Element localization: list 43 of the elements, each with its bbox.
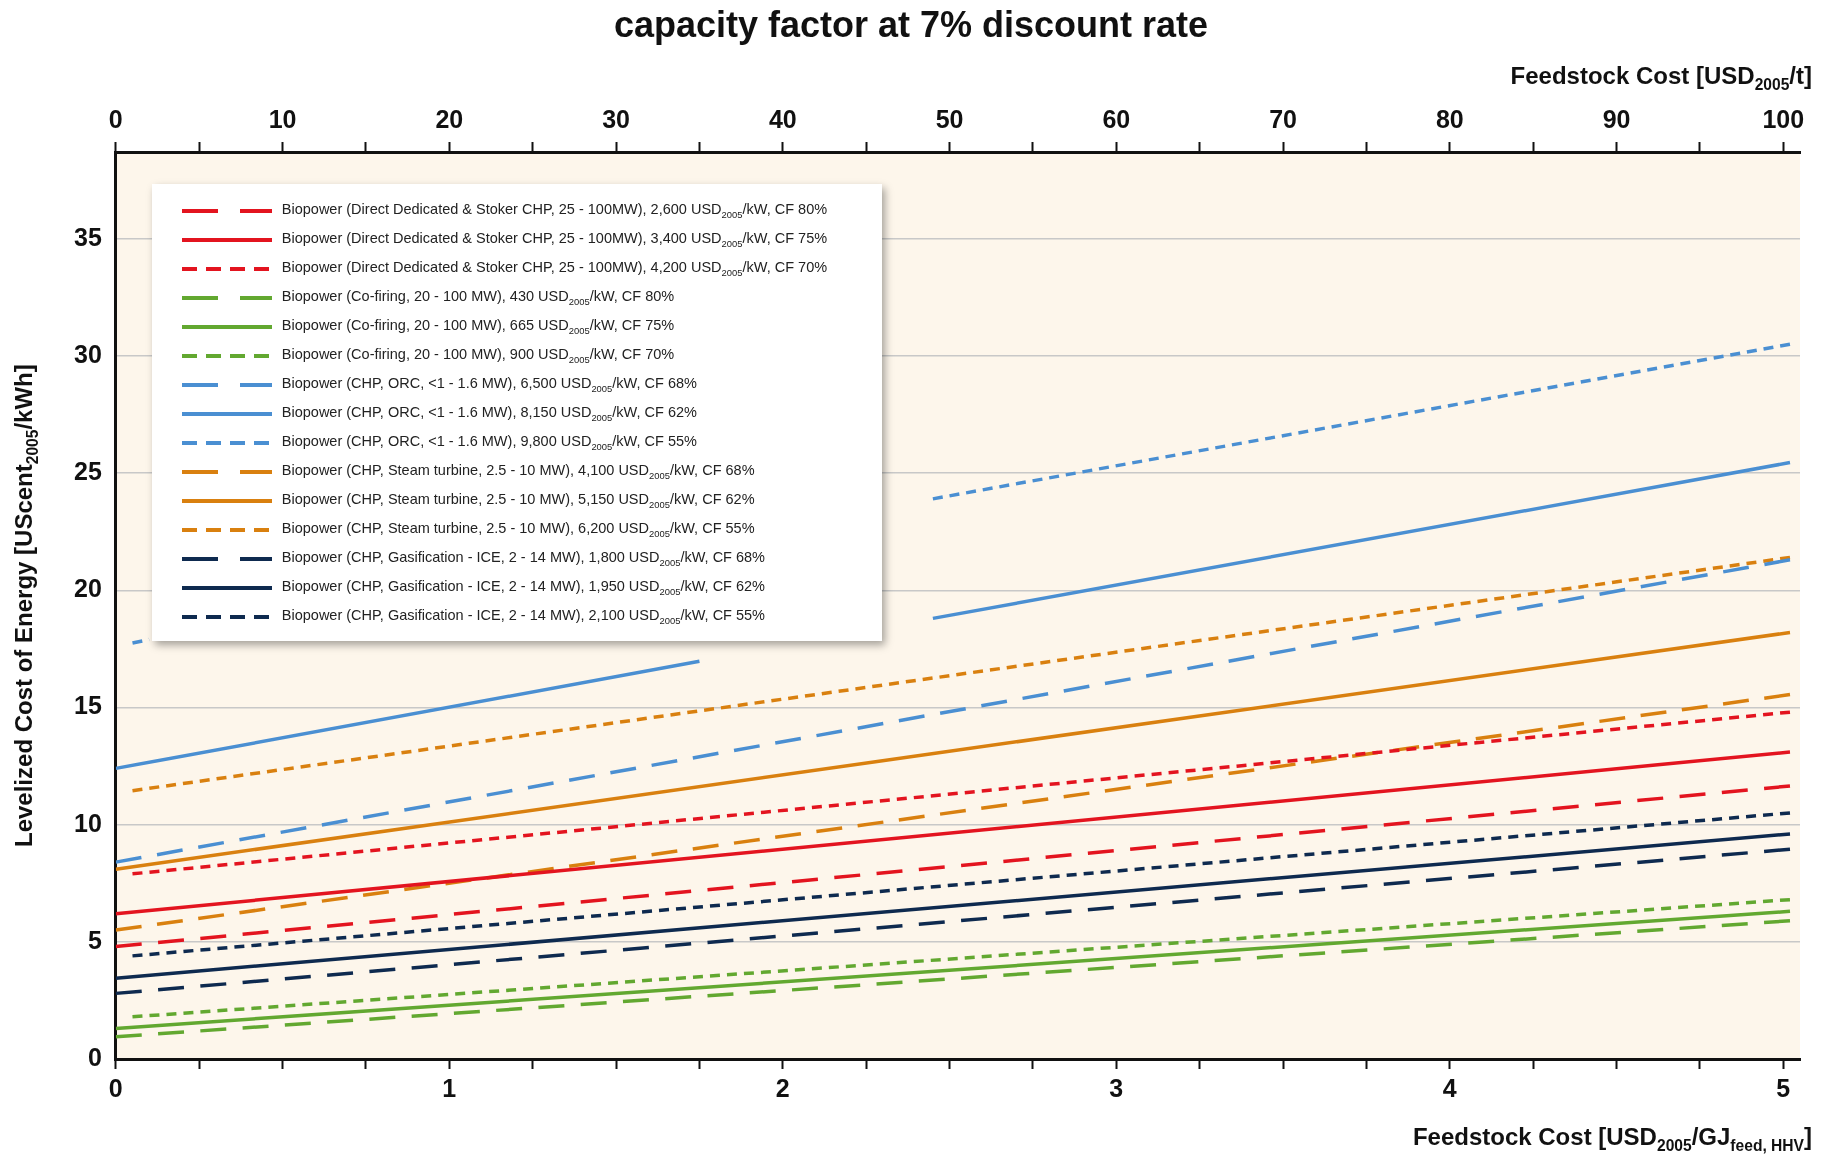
x2-tick-label: 90 [1602,104,1631,133]
legend-label: Biopower (Co-firing, 20 - 100 MW), 665 USD$_{2005}$/kW, CF 75% [281,317,675,336]
y-tick-label: 35 [74,222,102,251]
x2-tick-label: 0 [108,104,123,133]
x-tick-label: 1 [442,1073,457,1102]
x2-tick-label: 60 [1102,104,1131,133]
y-tick-label: 5 [87,925,102,954]
y-tick-label: 0 [87,1042,102,1071]
y-tick-label: 15 [74,691,102,720]
x-tick-label: 5 [1776,1073,1791,1102]
legend-label: Biopower (CHP, Steam turbine, 2.5 - 10 MW), 5,150 USD$_{2005}$/kW, CF 62% [281,491,755,510]
y-tick-label: 25 [74,456,102,485]
x-tick-label: 3 [1109,1073,1124,1102]
legend-label: Biopower (Direct Dedicated & Stoker CHP, 25 - 100MW), 4,200 USD$_{2005}$/kW, CF 70% [281,259,828,278]
legend-label: Biopower (Co-firing, 20 - 100 MW), 900 USD$_{2005}$/kW, CF 70% [281,346,675,365]
x2-tick-label: 100 [1762,104,1805,133]
x2-tick-label: 80 [1435,104,1464,133]
x2-tick-label: 30 [602,104,630,133]
legend-label: Biopower (Co-firing, 20 - 100 MW), 430 USD$_{2005}$/kW, CF 80% [281,288,675,307]
legend-label: Biopower (CHP, ORC, <1 - 1.6 MW), 9,800 USD$_{2005}$/kW, CF 55% [281,433,697,452]
x2-tick-label: 50 [935,104,964,133]
x2-tick-label: 40 [768,104,797,133]
legend-label: Biopower (CHP, ORC, <1 - 1.6 MW), 6,500 USD$_{2005}$/kW, CF 68% [281,375,697,394]
x-tick-label: 2 [775,1073,790,1102]
legend-label: Biopower (CHP, Gasification - ICE, 2 - 14 MW), 2,100 USD$_{2005}$/kW, CF 55% [281,607,766,626]
x2-axis-title: Feedstock Cost [USD$_{2005}$/t] [1510,62,1812,94]
x-axis-title: Feedstock Cost [USD$_{2005}$/GJ$_{feed, HHV}$] [1412,1123,1812,1155]
legend-label: Biopower (CHP, Gasification - ICE, 2 - 14 MW), 1,800 USD$_{2005}$/kW, CF 68% [281,549,766,568]
x2-tick-label: 70 [1269,104,1297,133]
legend-label: Biopower (CHP, Gasification - ICE, 2 - 14 MW), 1,950 USD$_{2005}$/kW, CF 62% [281,578,766,597]
chart-title: capacity factor at 7% discount rate [612,4,1210,46]
legend-label: Biopower (CHP, ORC, <1 - 1.6 MW), 8,150 USD$_{2005}$/kW, CF 62% [281,404,697,423]
legend-label: Biopower (CHP, Steam turbine, 2.5 - 10 MW), 6,200 USD$_{2005}$/kW, CF 55% [281,520,755,539]
x-tick-label: 4 [1442,1073,1457,1102]
legend-label: Biopower (Direct Dedicated & Stoker CHP, 25 - 100MW), 2,600 USD$_{2005}$/kW, CF 80% [281,201,828,220]
x2-tick-label: 20 [435,104,464,133]
x2-tick-label: 10 [268,104,297,133]
y-tick-label: 20 [74,574,102,603]
legend-label: Biopower (CHP, Steam turbine, 2.5 - 10 MW), 4,100 USD$_{2005}$/kW, CF 68% [281,462,755,481]
y-tick-label: 30 [74,339,102,368]
y-tick-label: 10 [74,808,102,837]
legend-label: Biopower (Direct Dedicated & Stoker CHP, 25 - 100MW), 3,400 USD$_{2005}$/kW, CF 75% [281,230,828,249]
x-tick-label: 0 [108,1073,123,1102]
